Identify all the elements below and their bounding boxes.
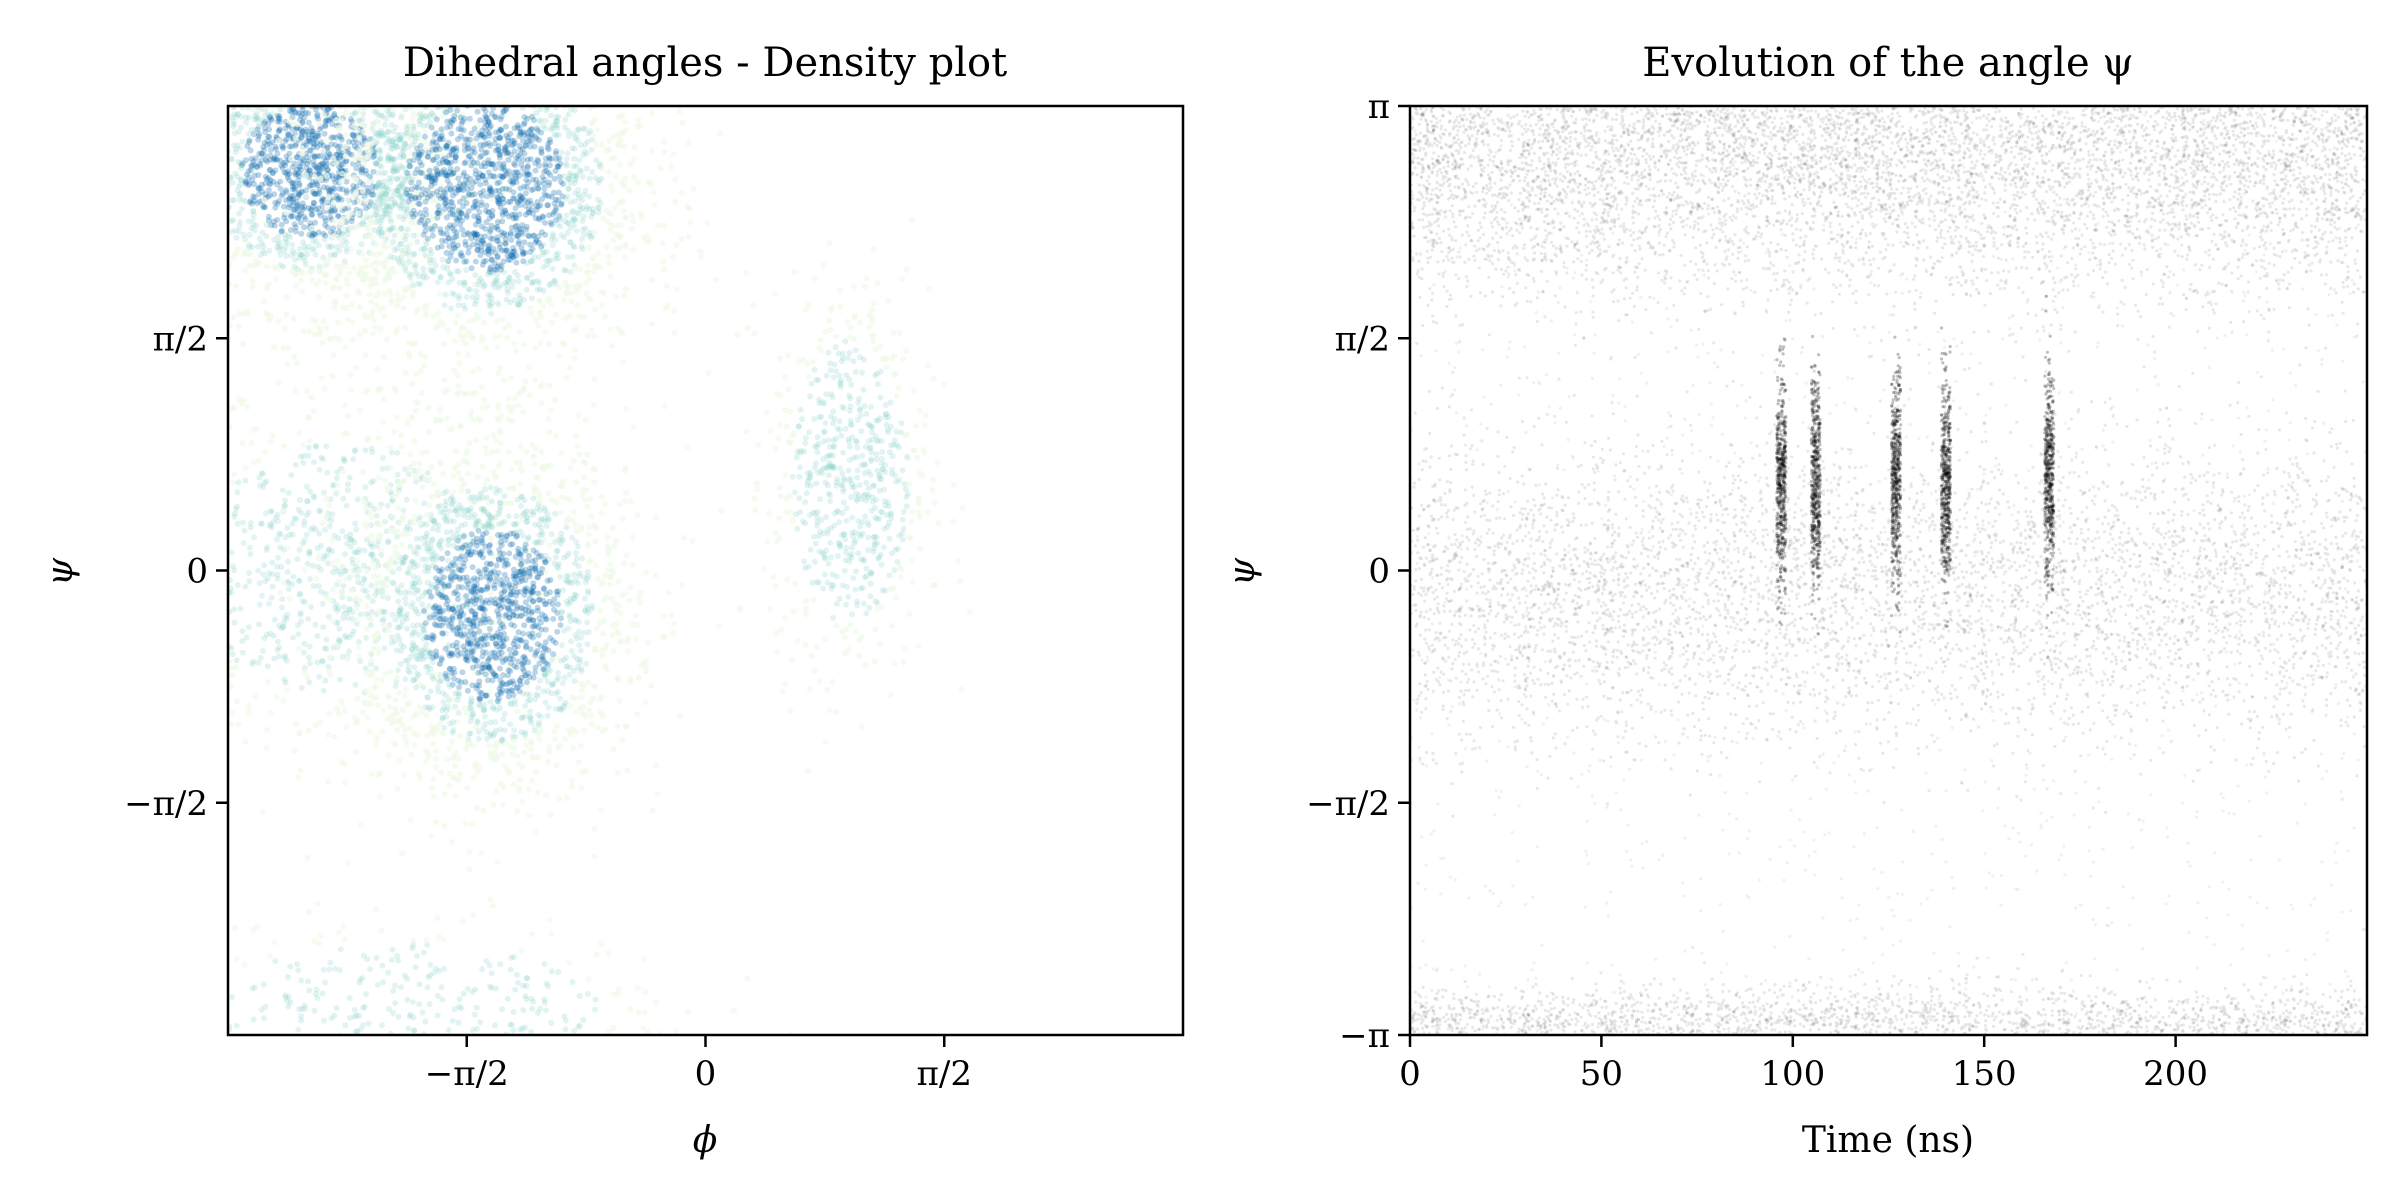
x-tick-label: −π/2 bbox=[425, 1054, 509, 1094]
density-cluster bbox=[228, 322, 696, 866]
psi-transition-streak bbox=[1939, 326, 1953, 628]
psi-density-band bbox=[1410, 106, 2367, 399]
x-tick-label: 0 bbox=[1399, 1054, 1421, 1094]
y-tick-label: π/2 bbox=[153, 319, 208, 359]
x-tick-label: 100 bbox=[1760, 1054, 1825, 1094]
psi-transition-streak bbox=[1890, 335, 1903, 635]
x-tick-label: 200 bbox=[2143, 1054, 2208, 1094]
psi-time-points bbox=[1410, 106, 2367, 1035]
psi-evolution-y-axis-label: ψ bbox=[1222, 557, 1263, 586]
psi-evolution-x-axis-label: Time (ns) bbox=[1802, 1120, 1974, 1161]
y-tick-label: 0 bbox=[1368, 552, 1390, 592]
x-tick-label: π/2 bbox=[917, 1054, 972, 1094]
psi-density-band bbox=[1410, 952, 2367, 1035]
x-tick-label: 0 bbox=[695, 1054, 717, 1094]
density-x-axis-label: ϕ bbox=[693, 1120, 718, 1161]
psi-evolution-panel: Evolution of the angle ψ 0 50 100 150 200 ππ… bbox=[1222, 40, 2369, 1161]
psi-background-points bbox=[1410, 106, 2367, 1035]
psi-evolution-plot-area bbox=[1410, 106, 2367, 1035]
density-plot-frame bbox=[226, 104, 1185, 1037]
y-tick-label: π/2 bbox=[1335, 319, 1390, 359]
density-cluster bbox=[713, 216, 973, 775]
psi-transition-streak bbox=[1809, 334, 1822, 636]
density-cluster bbox=[249, 106, 827, 460]
psi-evolution-y-ticks: π π/2 0 −π/2 −π bbox=[1306, 87, 1410, 1056]
density-plot-title: Dihedral angles - Density plot bbox=[403, 40, 1007, 86]
density-plot-panel: Dihedral angles - Density plot −π/2 0 π/2 … bbox=[40, 40, 1185, 1161]
x-tick-label: 50 bbox=[1580, 1054, 1623, 1094]
psi-transition-streak bbox=[2043, 294, 2056, 660]
density-points bbox=[228, 106, 973, 1035]
psi-density-band bbox=[1410, 274, 2367, 950]
y-tick-label: −π/2 bbox=[124, 784, 208, 824]
density-y-axis-label: ψ bbox=[40, 557, 81, 586]
psi-transition-streak bbox=[1775, 337, 1788, 627]
y-tick-label: −π bbox=[1339, 1016, 1390, 1056]
y-tick-label: −π/2 bbox=[1306, 784, 1390, 824]
y-tick-label: π bbox=[1368, 87, 1390, 127]
density-cluster bbox=[228, 838, 794, 1035]
density-x-ticks: −π/2 0 π/2 bbox=[425, 1035, 972, 1094]
y-tick-label: 0 bbox=[186, 552, 208, 592]
psi-evolution-x-ticks: 0 50 100 150 200 bbox=[1399, 1035, 2208, 1094]
x-tick-label: 150 bbox=[1952, 1054, 2017, 1094]
density-plot-area bbox=[228, 106, 973, 1035]
density-y-ticks: π/2 0 −π/2 bbox=[124, 319, 228, 824]
density-cluster bbox=[273, 241, 744, 873]
psi-evolution-title: Evolution of the angle ψ bbox=[1642, 40, 2133, 86]
